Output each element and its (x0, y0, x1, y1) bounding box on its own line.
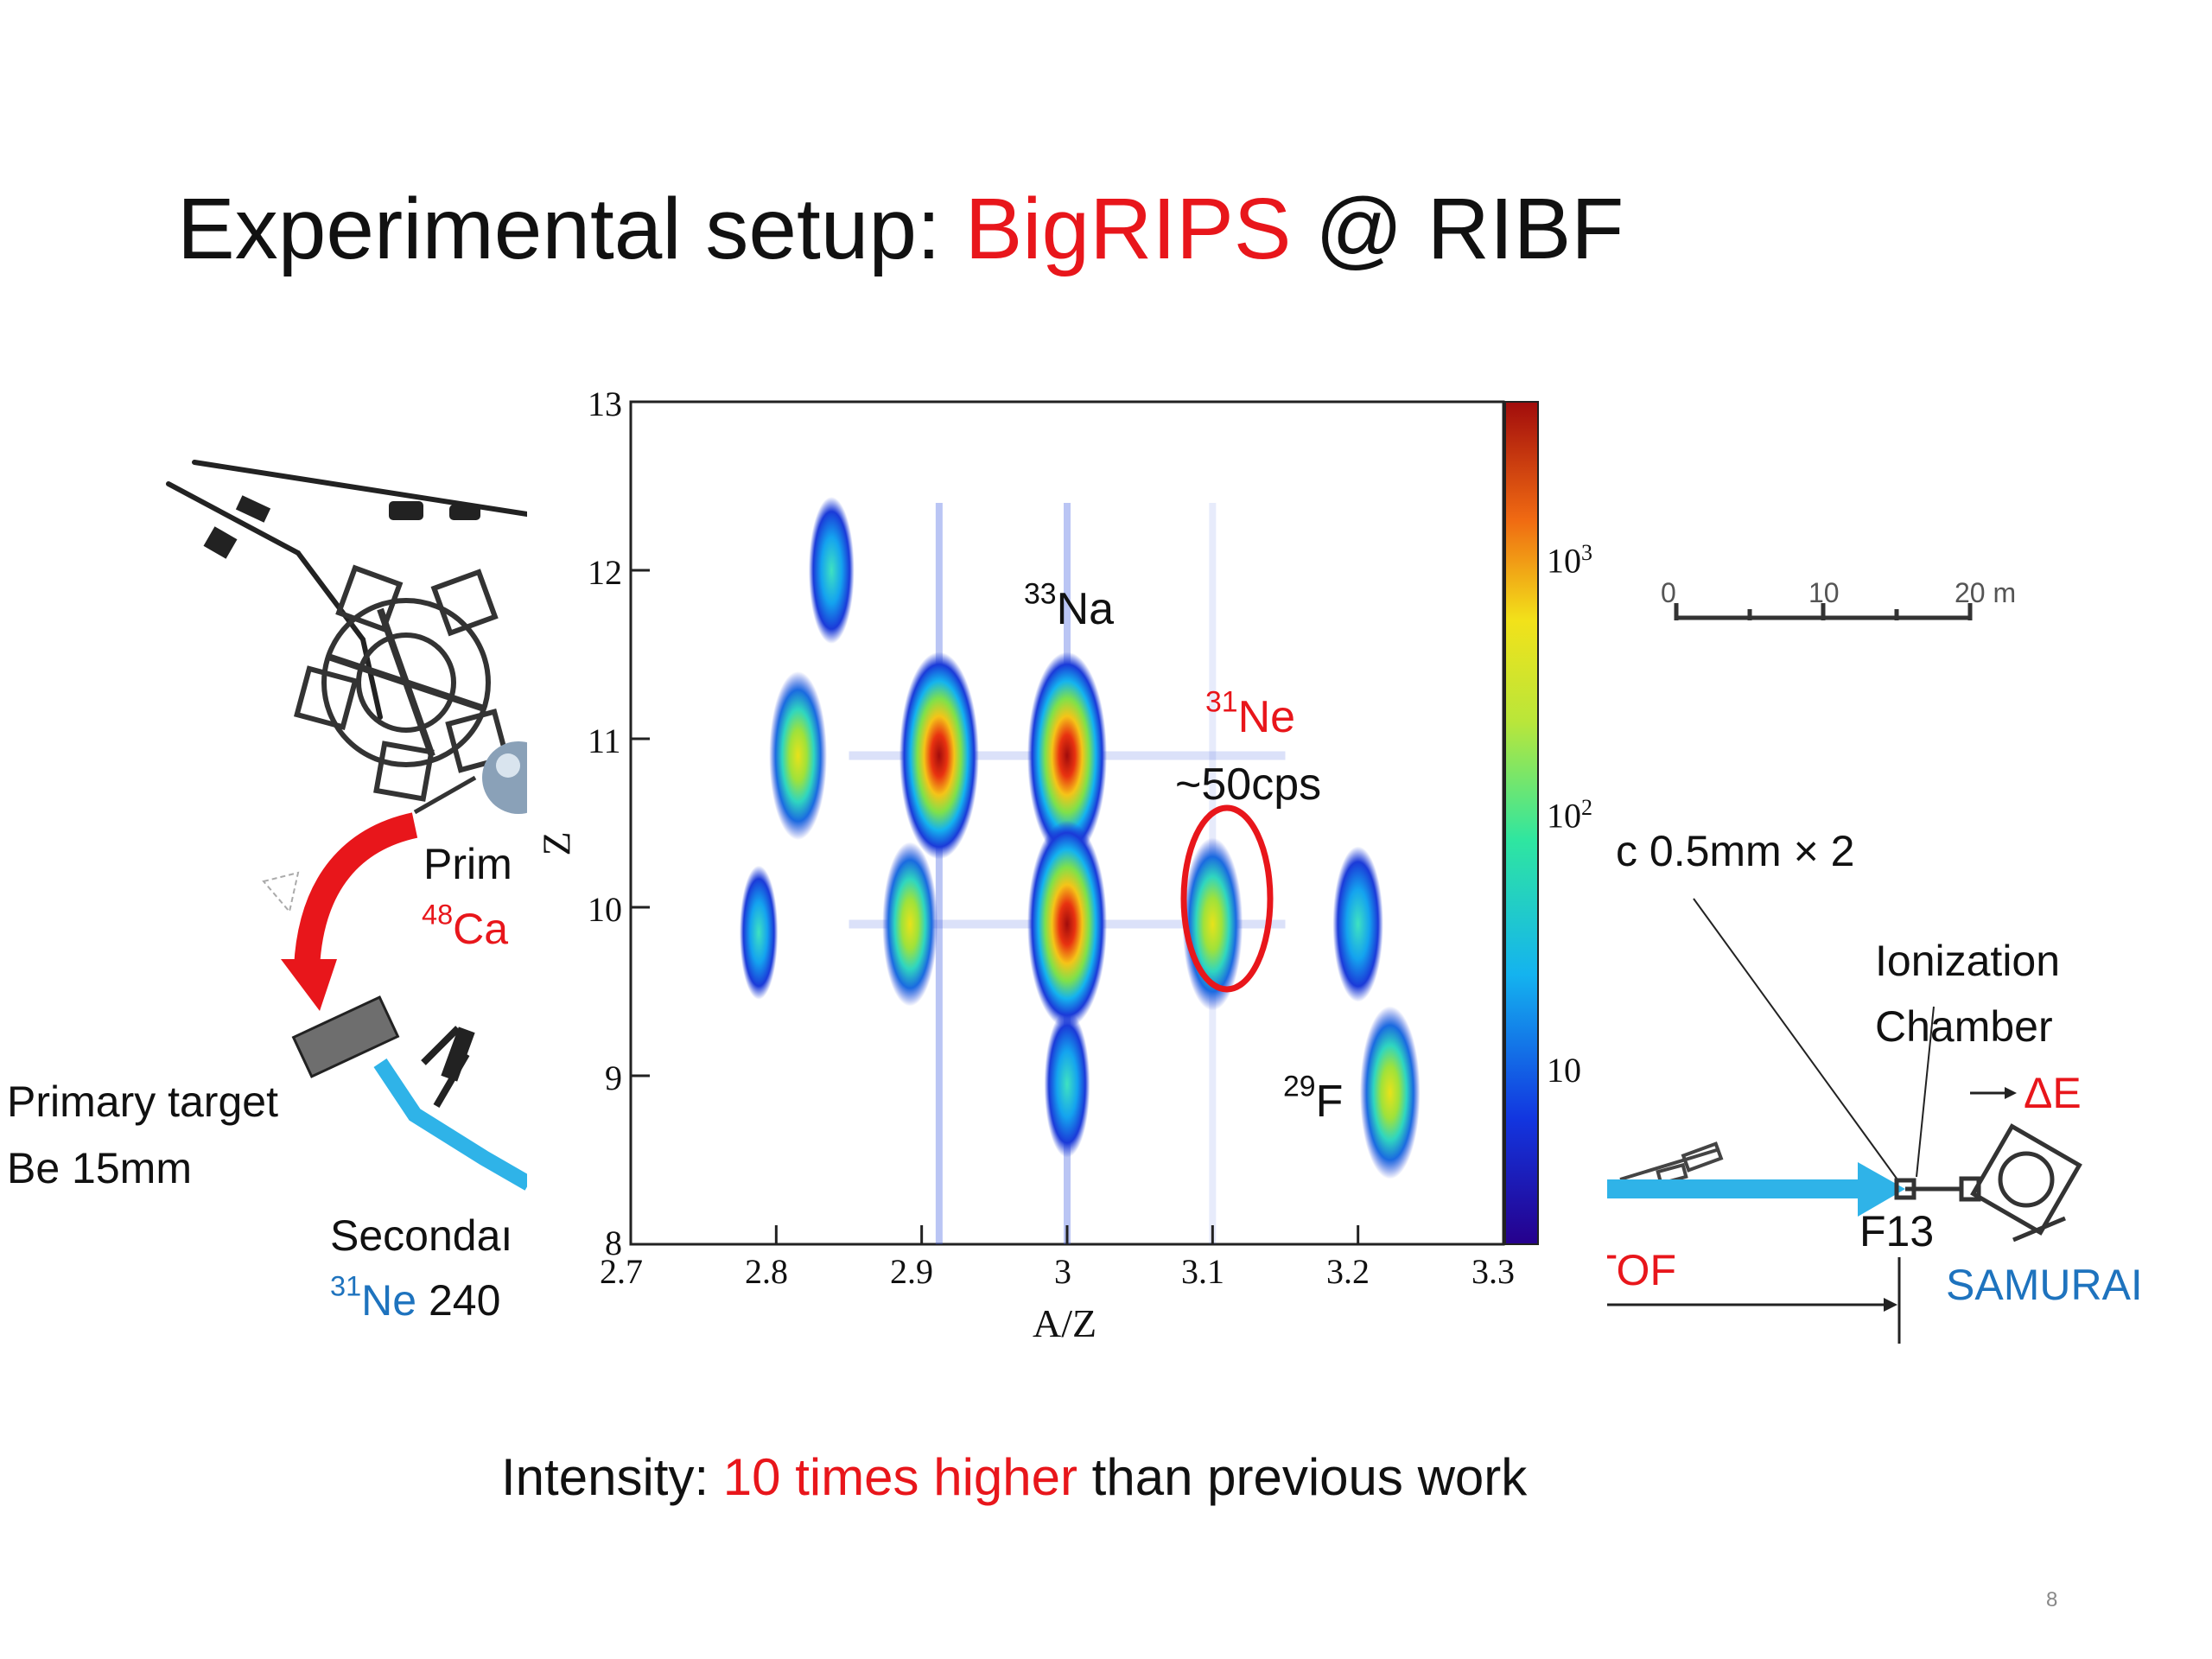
x-tick-2.7: 2.7 (600, 1252, 643, 1291)
page-number: 8 (2046, 1588, 2058, 1611)
colorbar (1504, 401, 1539, 1245)
delta-e-label: ΔE (2024, 1069, 2082, 1117)
pid-cluster (882, 842, 938, 1007)
ionization-chamber-label-2: Chamber (1875, 1002, 2053, 1051)
pid-cluster (1359, 1006, 1421, 1179)
primary-target-label-2: Be 15mm (7, 1144, 192, 1192)
x-tick-3.1: 3.1 (1181, 1252, 1224, 1291)
colorbar-label-10: 10 (1547, 1051, 1581, 1090)
footer-prefix: Intensity: (501, 1448, 723, 1506)
tof-label-clip: TOF (1607, 1244, 1676, 1296)
secondary-beam-label: Secondaı (330, 1211, 513, 1260)
y-tick-13: 13 (588, 385, 622, 423)
primary-beam-mass: 48 (422, 899, 454, 931)
colorbar-label-1e2: 102 (1547, 795, 1592, 836)
y-tick-10: 10 (588, 890, 622, 929)
ionization-chamber-label-1: Ionization (1875, 937, 2061, 985)
x-tick-2.8: 2.8 (745, 1252, 788, 1291)
y-tick-11: 11 (588, 721, 621, 760)
samurai-magnet (1970, 1123, 2082, 1236)
y-axis-label: Z (534, 831, 579, 856)
pid-cluster (769, 671, 827, 840)
right-beamline-diagram (1607, 603, 2082, 1344)
primary-beam-ball (482, 741, 536, 814)
tof-beam-arrow (1607, 1179, 1866, 1198)
ne31-rate-annotation: ~50cps (1175, 760, 1322, 810)
f29-annotation: 29F (1283, 1070, 1344, 1127)
footer-highlight: 10 times higher (722, 1448, 1078, 1506)
secondary-mass: 31 (330, 1270, 362, 1302)
x-tick-3.2: 3.2 (1326, 1252, 1370, 1291)
secondary-target-label: c 0.5mm × 2 (1616, 827, 1855, 875)
primary-beam-arrow (294, 812, 418, 969)
pid-plot (629, 400, 1539, 1246)
pid-cluster (739, 865, 779, 1000)
title-highlight: BigRIPS (964, 181, 1292, 277)
cyclotron-ring (293, 564, 510, 802)
na33-annotation: 33Na (1024, 577, 1115, 634)
scale-label-10: 10 (1808, 577, 1840, 608)
primary-target-block (291, 995, 400, 1078)
pid-cluster (808, 497, 855, 644)
footer-suffix: than previous work (1077, 1448, 1528, 1506)
cluster-layer (739, 497, 1421, 1179)
title-suffix: @ RIBF (1291, 181, 1624, 277)
colorbar-label-1e3: 103 (1547, 540, 1592, 581)
pid-cluster (1332, 846, 1383, 1002)
primary-beam-symbol: Ca (453, 905, 509, 953)
samurai-label: SAMURAI (1946, 1261, 2143, 1309)
title-prefix: Experimental setup: (177, 181, 965, 277)
scale-label-20: 20 m (1955, 577, 2017, 608)
ne31-highlight-ellipse (1180, 804, 1274, 993)
y-tick-9: 9 (605, 1058, 622, 1097)
f13-label: F13 (1859, 1207, 1935, 1255)
pid-cluster (1044, 1010, 1090, 1158)
streak (935, 503, 943, 1244)
axis-ticks (629, 400, 1505, 1246)
x-tick-2.9: 2.9 (890, 1252, 933, 1291)
x-tick-3: 3 (1054, 1252, 1071, 1291)
secondary-symbol: Ne (361, 1276, 417, 1325)
x-tick-3.3: 3.3 (1471, 1252, 1515, 1291)
pid-plot-panel: 13 12 11 10 9 8 2.7 2.8 2.9 3 3.1 3.2 3.… (527, 372, 1607, 1374)
x-axis-label: A/Z (1033, 1301, 1097, 1345)
slide-title: Experimental setup: BigRIPS @ RIBF (177, 181, 1624, 276)
scale-bar (1674, 603, 1973, 620)
secondary-energy: 240 (416, 1276, 501, 1325)
secondary-beam-line (373, 1058, 533, 1191)
ne31-annotation: 31Ne (1205, 685, 1296, 742)
pid-cluster (1027, 820, 1107, 1028)
primary-target-label-1: Primary target (7, 1077, 278, 1126)
tof-label: TOF (1607, 1246, 1676, 1294)
y-tick-12: 12 (588, 553, 622, 592)
scale-label-0: 0 (1661, 577, 1676, 608)
left-beamline-diagram (166, 460, 536, 1191)
pid-cluster (899, 652, 979, 860)
y-tick-8: 8 (605, 1224, 622, 1262)
pid-cluster (1027, 652, 1107, 860)
secondary-beam-isotope: 31Ne 240 (330, 1272, 501, 1326)
primary-beam-isotope: 48Ca (422, 900, 509, 955)
primary-beam-label: Prim (423, 840, 512, 888)
footer-text: Intensity: 10 times higher than previous… (501, 1447, 1527, 1507)
